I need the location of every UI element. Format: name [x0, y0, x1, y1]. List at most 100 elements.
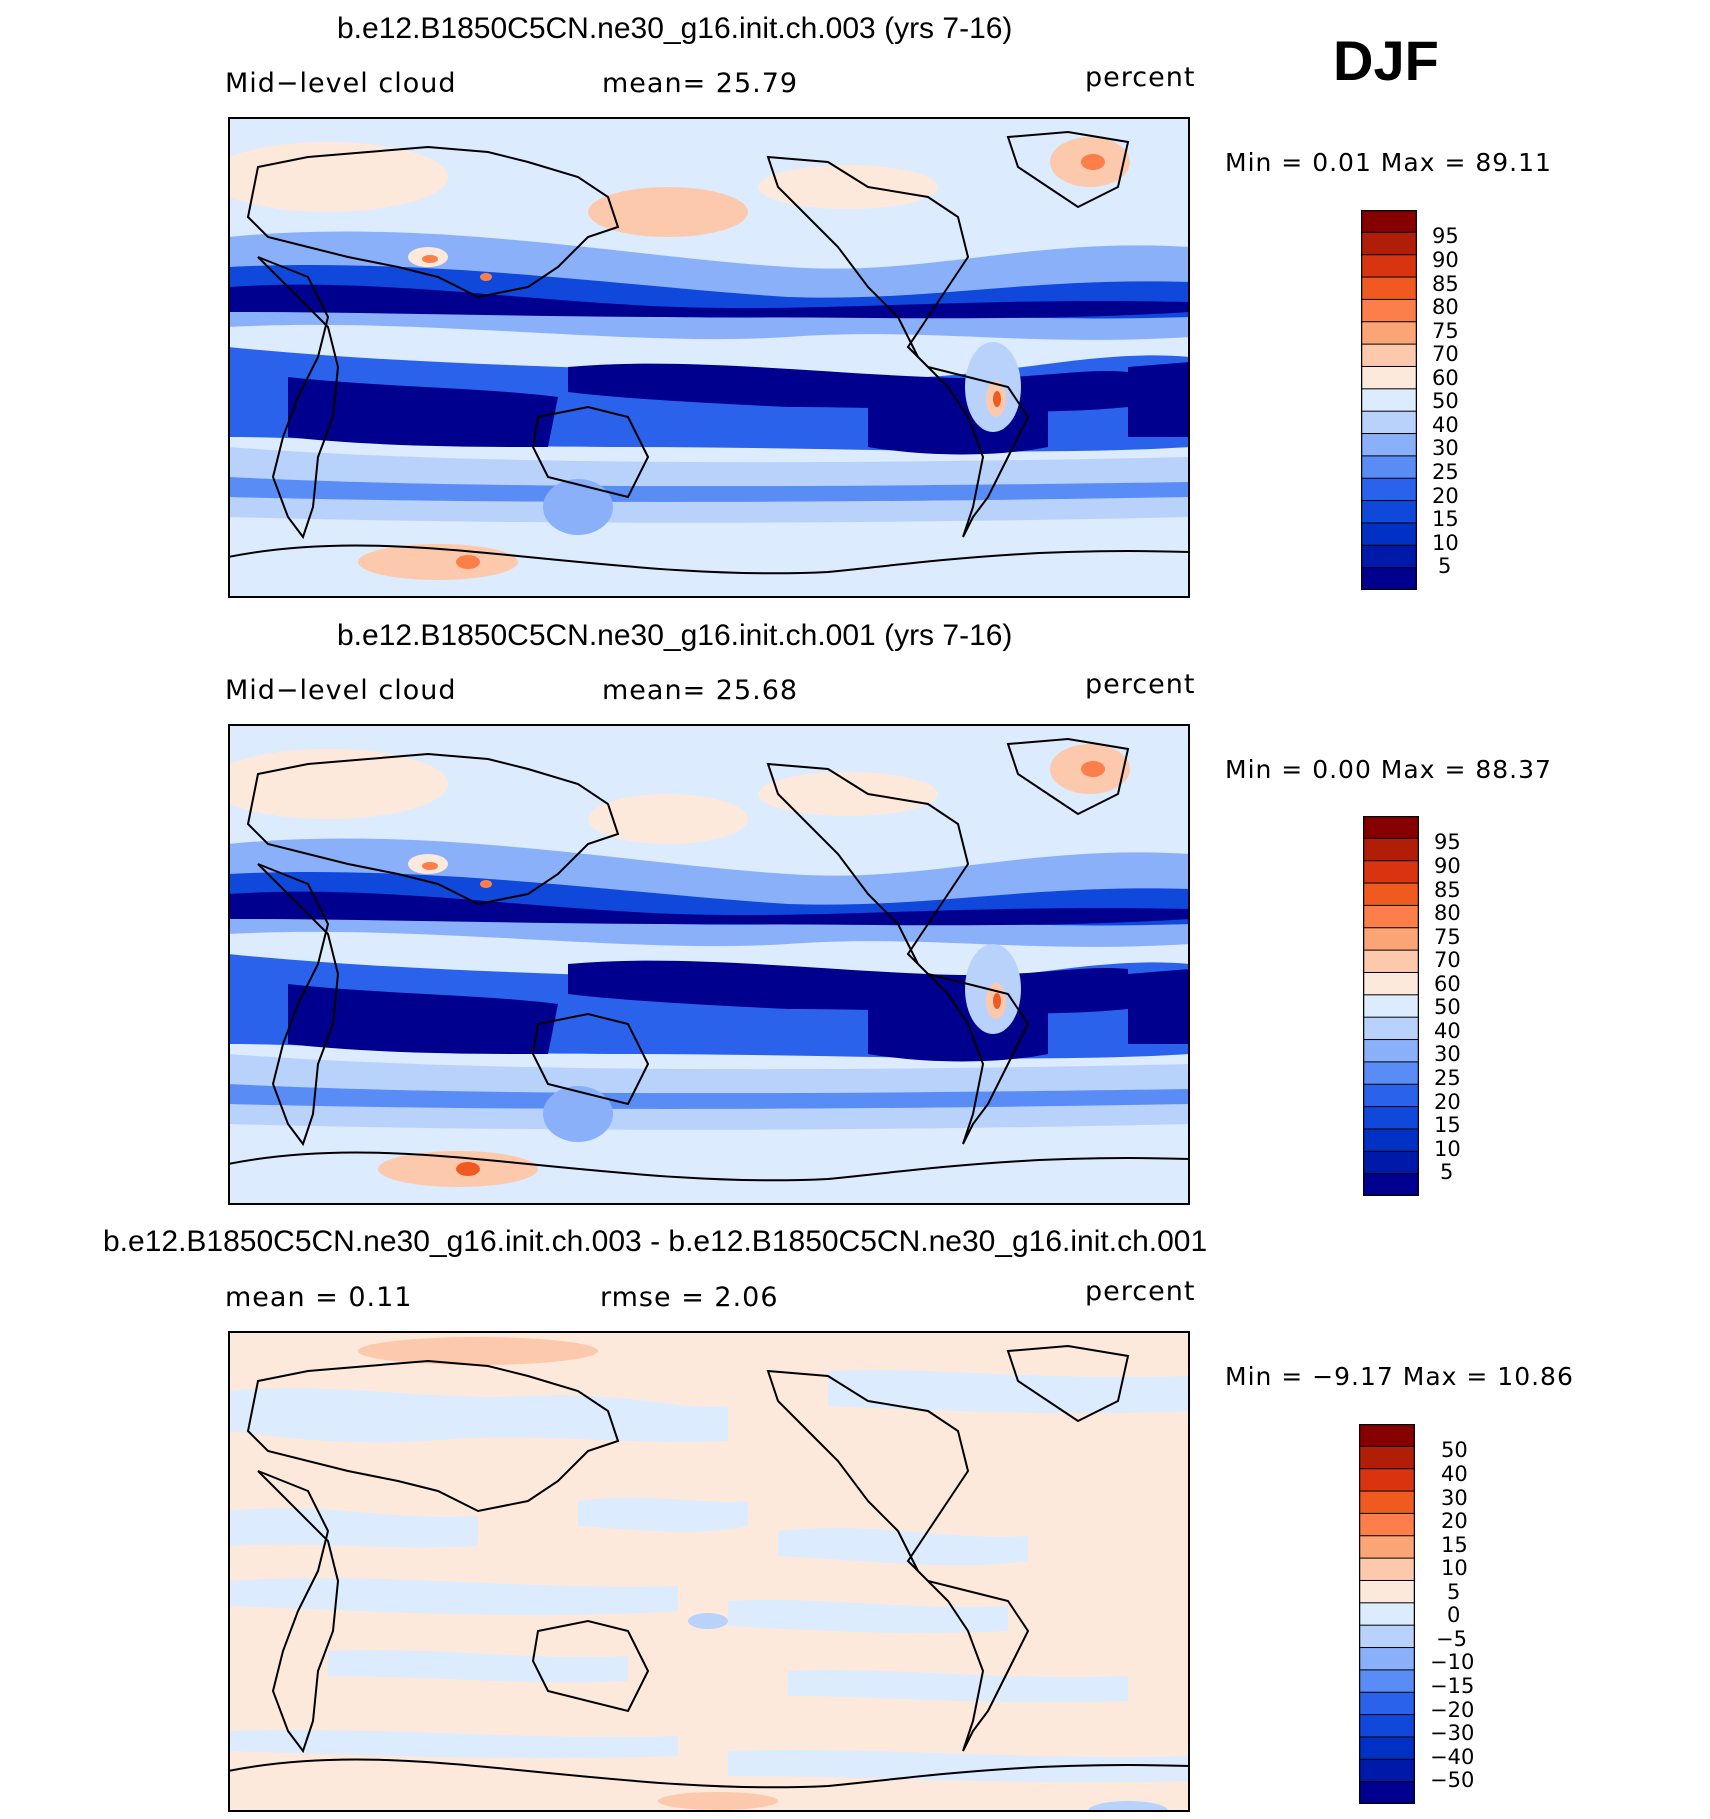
- panel-3-map: [228, 1331, 1190, 1812]
- panel-2-level-label: 90: [1434, 854, 1461, 878]
- panel-2-colorbar-swatch: [1362, 927, 1420, 952]
- panel-3-level-label: 40: [1441, 1462, 1468, 1486]
- panel-1-colorbar-swatches: [1360, 209, 1418, 591]
- panel-2-colorbar-swatch: [1362, 904, 1420, 929]
- panel-2-level-label: 30: [1434, 1042, 1461, 1066]
- panel-3-colorbar-swatch: [1358, 1512, 1416, 1537]
- panel-3-units-label: percent: [1085, 1276, 1196, 1307]
- panel-3-colorbar-swatch: [1358, 1579, 1416, 1604]
- panel-2-colorbar-swatch: [1362, 1128, 1420, 1153]
- panel-3-level-label: −15: [1430, 1674, 1475, 1698]
- panel-3-colorbar-swatch: [1358, 1781, 1416, 1805]
- panel-3-map-plot: [228, 1331, 1190, 1812]
- panel-2-colorbar-swatch: [1362, 1150, 1420, 1175]
- panel-1-colorbar-swatch: [1360, 477, 1418, 502]
- panel-1-colorbar-swatch: [1360, 343, 1418, 368]
- panel-2-colorbar-frame: [1362, 815, 1420, 1197]
- panel-1-colorbar: [1360, 209, 1418, 595]
- panel-2-colorbar-swatch: [1362, 1173, 1420, 1197]
- panel-3-colorbar-swatch: [1358, 1758, 1416, 1783]
- season-label: DJF: [1333, 29, 1439, 92]
- panel-3-level-label: 20: [1441, 1509, 1468, 1533]
- panel-3-level-label: −10: [1430, 1650, 1475, 1674]
- panel-2-colorbar-swatch: [1362, 971, 1420, 996]
- panel-3-colorbar-swatch: [1358, 1647, 1416, 1671]
- panel-3-colorbar-swatch: [1358, 1736, 1416, 1761]
- panel-2-colorbar-swatch: [1362, 882, 1420, 907]
- panel-1-level-label: 10: [1432, 531, 1459, 555]
- panel-2-level-label: 20: [1434, 1090, 1461, 1114]
- panel-1-map: [228, 117, 1190, 598]
- panel-2-title: b.e12.B1850C5CN.ne30_g16.init.ch.001 (yr…: [337, 619, 1013, 652]
- panel-2-map: [228, 724, 1190, 1205]
- panel-3-colorbar: [1358, 1423, 1416, 1809]
- panel-2-level-label: 15: [1434, 1113, 1461, 1137]
- panel-2-level-label: 60: [1434, 972, 1461, 996]
- panel-1-colorbar-swatch: [1360, 544, 1418, 569]
- panel-3-colorbar-frame: [1358, 1423, 1416, 1805]
- panel-2-level-label: 85: [1434, 878, 1461, 902]
- panel-1-colorbar-swatch: [1360, 388, 1418, 413]
- panel-3-colorbar-swatch: [1358, 1557, 1416, 1582]
- panel-3-colorbar-swatch: [1358, 1423, 1416, 1448]
- panel-2-colorbar-swatch: [1362, 1016, 1420, 1041]
- panel-1-level-label: 40: [1432, 413, 1459, 437]
- panel-2-colorbar-swatch: [1362, 1061, 1420, 1086]
- panel-1-colorbar-frame: [1360, 209, 1418, 591]
- panel-1-title: b.e12.B1850C5CN.ne30_g16.init.ch.003 (yr…: [337, 12, 1013, 45]
- panel-1-level-label: 70: [1432, 342, 1459, 366]
- panel-3-level-label: −5: [1436, 1627, 1467, 1651]
- panel-3-minmax: Min = −9.17 Max = 10.86: [1225, 1362, 1574, 1391]
- panel-2-map-plot: [228, 724, 1190, 1205]
- panel-3-level-label: −40: [1430, 1745, 1475, 1769]
- panel-1-map-plot: [228, 117, 1190, 598]
- panel-2-level-label: 40: [1434, 1019, 1461, 1043]
- panel-3-level-label: −50: [1430, 1768, 1475, 1792]
- panel-1-level-label: 90: [1432, 248, 1459, 272]
- panel-3-colorbar-swatch: [1358, 1691, 1416, 1716]
- panel-1-level-label: 95: [1432, 224, 1459, 248]
- panel-2-colorbar: [1362, 815, 1420, 1201]
- panel-1-mean-label: mean= 25.79: [602, 68, 799, 99]
- panel-2-level-label: 70: [1434, 948, 1461, 972]
- panel-1-level-label: 60: [1432, 366, 1459, 390]
- panel-3-level-label: −20: [1430, 1698, 1475, 1722]
- panel-2-colorbar-swatch: [1362, 1083, 1420, 1108]
- panel-3-colorbar-swatch: [1358, 1602, 1416, 1627]
- panel-2-level-label: 50: [1434, 995, 1461, 1019]
- panel-3-mean-label: mean = 0.11: [225, 1282, 413, 1313]
- panel-1-level-label: 80: [1432, 295, 1459, 319]
- panel-3-colorbar-swatches: [1358, 1423, 1416, 1805]
- panel-1-colorbar-swatch: [1360, 433, 1418, 457]
- panel-3-colorbar-swatch: [1358, 1535, 1416, 1560]
- panel-1-colorbar-swatch: [1360, 254, 1418, 279]
- panel-2-mean-label: mean= 25.68: [602, 675, 799, 706]
- panel-2-level-label: 80: [1434, 901, 1461, 925]
- panel-1-level-label: 30: [1432, 436, 1459, 460]
- panel-2-level-label: 95: [1434, 830, 1461, 854]
- panel-1-minmax: Min = 0.01 Max = 89.11: [1225, 148, 1552, 177]
- panel-3-level-label: 50: [1441, 1438, 1468, 1462]
- panel-3-colorbar-swatch: [1358, 1445, 1416, 1470]
- panel-1-colorbar-swatch: [1360, 276, 1418, 301]
- panel-1-colorbar-swatch: [1360, 410, 1418, 435]
- panel-2-level-label: 5: [1440, 1160, 1454, 1184]
- panel-2-level-label: 75: [1434, 925, 1461, 949]
- panel-3-level-label: 10: [1441, 1556, 1468, 1580]
- panel-2-colorbar-swatch: [1362, 994, 1420, 1019]
- panel-2-level-label: 10: [1434, 1137, 1461, 1161]
- panel-1-colorbar-swatch: [1360, 500, 1418, 524]
- panel-1-level-label: 85: [1432, 272, 1459, 296]
- panel-2-minmax: Min = 0.00 Max = 88.37: [1225, 755, 1552, 784]
- panel-1-variable-label: Mid−level cloud: [225, 68, 457, 99]
- panel-1-colorbar-swatch: [1360, 455, 1418, 480]
- panel-1-colorbar-swatch: [1360, 522, 1418, 547]
- panel-3-colorbar-swatch: [1358, 1490, 1416, 1515]
- panel-1-colorbar-swatch: [1360, 365, 1418, 390]
- panel-3-colorbar-swatch: [1358, 1624, 1416, 1649]
- panel-3-colorbar-swatch: [1358, 1669, 1416, 1694]
- panel-1-colorbar-swatch: [1360, 209, 1418, 234]
- panel-1-colorbar-swatch: [1360, 298, 1418, 323]
- panel-1-colorbar-swatch: [1360, 231, 1418, 256]
- panel-3-level-label: 5: [1447, 1580, 1461, 1604]
